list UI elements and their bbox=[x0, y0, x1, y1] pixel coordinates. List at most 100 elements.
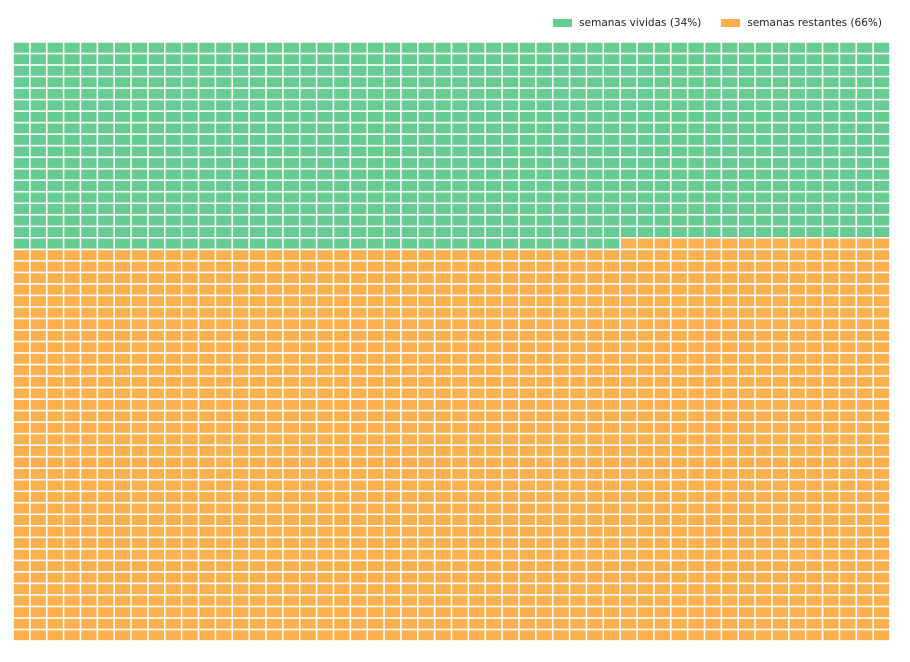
waffle-cell-remaining bbox=[216, 399, 232, 410]
waffle-cell-lived bbox=[469, 65, 485, 76]
waffle-cell-remaining bbox=[739, 422, 755, 433]
waffle-cell-remaining bbox=[199, 342, 215, 353]
waffle-cell-remaining bbox=[182, 584, 198, 595]
waffle-cell-lived bbox=[182, 134, 198, 145]
waffle-cell-lived bbox=[705, 111, 721, 122]
waffle-cell-remaining bbox=[806, 607, 822, 618]
waffle-cell-remaining bbox=[806, 319, 822, 330]
waffle-cell-remaining bbox=[739, 526, 755, 537]
waffle-cell-lived bbox=[384, 134, 401, 145]
waffle-cell-lived bbox=[199, 134, 215, 145]
waffle-cell-remaining bbox=[233, 273, 249, 284]
waffle-cell-remaining bbox=[570, 561, 586, 572]
waffle-cell-remaining bbox=[182, 388, 198, 399]
waffle-cell-remaining bbox=[637, 434, 654, 445]
waffle-cell-lived bbox=[165, 100, 181, 111]
waffle-cell-remaining bbox=[671, 607, 687, 618]
waffle-cell-lived bbox=[570, 88, 586, 99]
waffle-cell-remaining bbox=[654, 342, 670, 353]
waffle-cell-lived bbox=[384, 227, 401, 238]
waffle-cell-remaining bbox=[47, 376, 63, 387]
waffle-cell-remaining bbox=[64, 445, 80, 456]
waffle-cell-remaining bbox=[705, 238, 721, 249]
waffle-cell-lived bbox=[536, 54, 552, 65]
waffle-cell-remaining bbox=[384, 630, 401, 641]
waffle-cell-remaining bbox=[772, 319, 789, 330]
waffle-cell-lived bbox=[199, 215, 215, 226]
waffle-cell-remaining bbox=[266, 492, 283, 502]
waffle-cell-remaining bbox=[13, 469, 30, 479]
waffle-cell-lived bbox=[857, 100, 873, 111]
waffle-cell-remaining bbox=[334, 503, 350, 514]
waffle-cell-lived bbox=[367, 77, 384, 88]
waffle-cell-lived bbox=[789, 123, 805, 134]
waffle-cell-lived bbox=[233, 77, 249, 88]
legend-swatch-remaining bbox=[721, 19, 741, 27]
waffle-cell-remaining bbox=[840, 399, 856, 410]
waffle-cell-remaining bbox=[401, 572, 417, 583]
waffle-cell-lived bbox=[536, 146, 552, 157]
waffle-cell-remaining bbox=[114, 618, 131, 629]
waffle-cell-lived bbox=[654, 54, 670, 65]
waffle-cell-remaining bbox=[30, 526, 46, 537]
waffle-cell-remaining bbox=[739, 307, 755, 318]
waffle-cell-remaining bbox=[98, 526, 114, 537]
waffle-cell-remaining bbox=[671, 238, 687, 249]
waffle-cell-remaining bbox=[873, 330, 890, 341]
waffle-cell-remaining bbox=[384, 330, 401, 341]
waffle-cell-lived bbox=[772, 204, 789, 214]
waffle-cell-lived bbox=[502, 77, 519, 88]
waffle-cell-remaining bbox=[654, 307, 670, 318]
waffle-cell-lived bbox=[47, 192, 63, 203]
waffle-cell-remaining bbox=[452, 250, 468, 261]
waffle-cell-lived bbox=[553, 65, 569, 76]
waffle-cell-remaining bbox=[840, 445, 856, 456]
waffle-cell-remaining bbox=[772, 307, 789, 318]
waffle-cell-remaining bbox=[553, 538, 569, 549]
waffle-cell-remaining bbox=[81, 445, 97, 456]
waffle-cell-remaining bbox=[182, 434, 198, 445]
waffle-cell-remaining bbox=[199, 307, 215, 318]
waffle-cell-remaining bbox=[739, 492, 755, 502]
waffle-cell-remaining bbox=[823, 376, 839, 387]
waffle-cell-remaining bbox=[351, 296, 367, 307]
waffle-cell-remaining bbox=[64, 353, 80, 364]
waffle-cell-lived bbox=[148, 169, 164, 180]
waffle-cell-remaining bbox=[317, 503, 333, 514]
waffle-cell-remaining bbox=[688, 250, 704, 261]
waffle-cell-remaining bbox=[654, 526, 670, 537]
waffle-cell-remaining bbox=[418, 492, 434, 502]
waffle-cell-lived bbox=[587, 77, 603, 88]
waffle-cell-remaining bbox=[384, 399, 401, 410]
waffle-cell-remaining bbox=[502, 584, 519, 595]
waffle-cell-remaining bbox=[857, 319, 873, 330]
waffle-cell-remaining bbox=[637, 538, 654, 549]
waffle-cell-remaining bbox=[806, 538, 822, 549]
waffle-cell-remaining bbox=[486, 353, 502, 364]
waffle-cell-remaining bbox=[148, 561, 164, 572]
waffle-cell-remaining bbox=[469, 422, 485, 433]
waffle-cell-remaining bbox=[317, 457, 333, 468]
waffle-cell-remaining bbox=[165, 607, 181, 618]
waffle-cell-remaining bbox=[570, 549, 586, 560]
waffle-cell-remaining bbox=[64, 538, 80, 549]
waffle-cell-remaining bbox=[64, 307, 80, 318]
waffle-cell-remaining bbox=[519, 492, 536, 502]
waffle-cell-lived bbox=[873, 181, 890, 191]
waffle-cell-lived bbox=[199, 204, 215, 214]
waffle-cell-remaining bbox=[553, 307, 569, 318]
waffle-cell-remaining bbox=[266, 399, 283, 410]
waffle-cell-remaining bbox=[367, 607, 384, 618]
waffle-cell-lived bbox=[283, 238, 299, 249]
waffle-cell-lived bbox=[182, 227, 198, 238]
waffle-cell-lived bbox=[13, 146, 30, 157]
waffle-cell-remaining bbox=[755, 388, 772, 399]
waffle-cell-lived bbox=[47, 111, 63, 122]
waffle-cell-remaining bbox=[317, 296, 333, 307]
waffle-cell-remaining bbox=[367, 307, 384, 318]
waffle-cell-lived bbox=[81, 215, 97, 226]
waffle-cell-lived bbox=[47, 77, 63, 88]
waffle-cell-lived bbox=[81, 146, 97, 157]
waffle-cell-remaining bbox=[755, 595, 772, 606]
waffle-cell-remaining bbox=[620, 250, 637, 261]
